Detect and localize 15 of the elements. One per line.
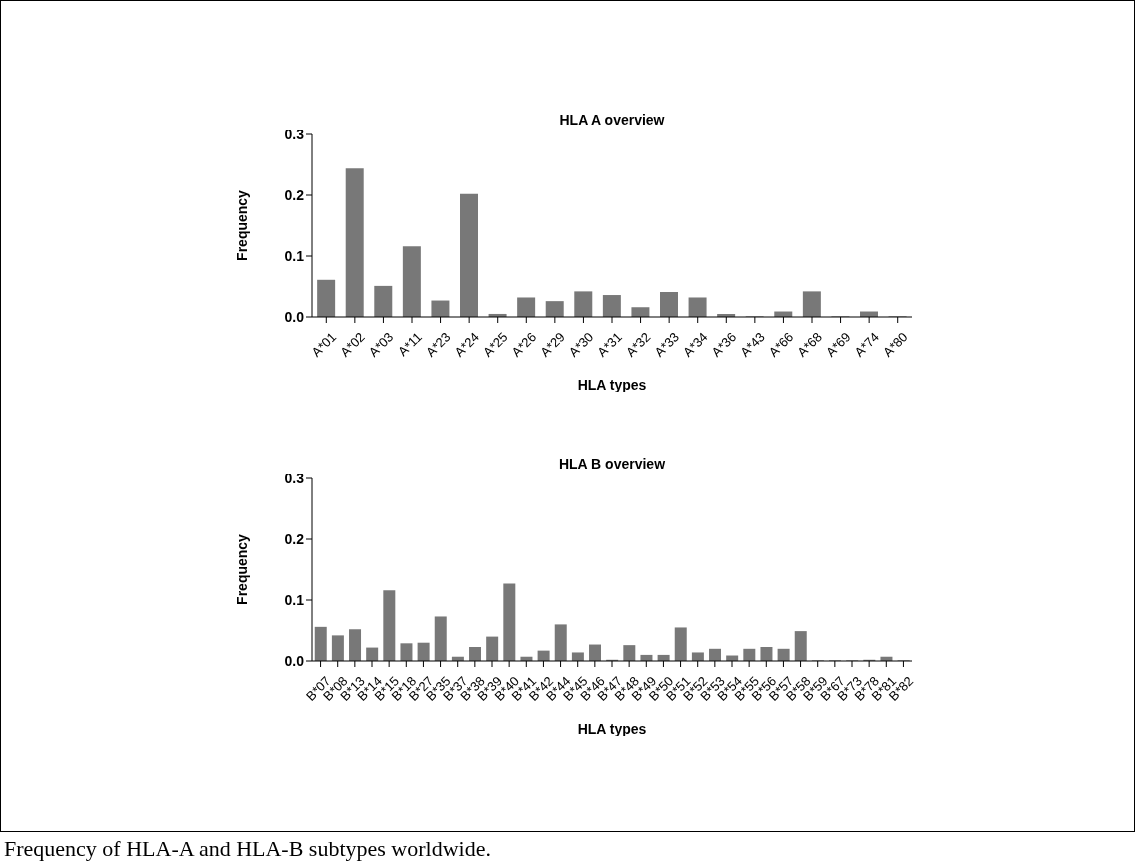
y-tick-label: 0.1 [284,591,305,608]
chart-title: HLA A overview [558,112,666,130]
y-tick-label: 0.0 [284,652,305,669]
y-axis-title: Frequency [233,533,250,605]
x-axis-title: HLA types [577,721,647,737]
text: Frequency of HLA-A and HLA-B subtypes worldwide. [4,836,491,862]
y-tick-label: 0.0 [284,308,305,325]
y-tick-label: 0.2 [284,530,305,547]
y-tick-label: 0.3 [284,469,305,486]
chart-title: HLA B overview [557,456,667,474]
y-tick-label: 0.3 [284,125,305,142]
y-tick-label: 0.2 [284,186,305,203]
x-axis-title: HLA types [577,377,647,393]
y-axis-title: Frequency [233,189,250,261]
y-tick-label: 0.1 [284,247,305,264]
